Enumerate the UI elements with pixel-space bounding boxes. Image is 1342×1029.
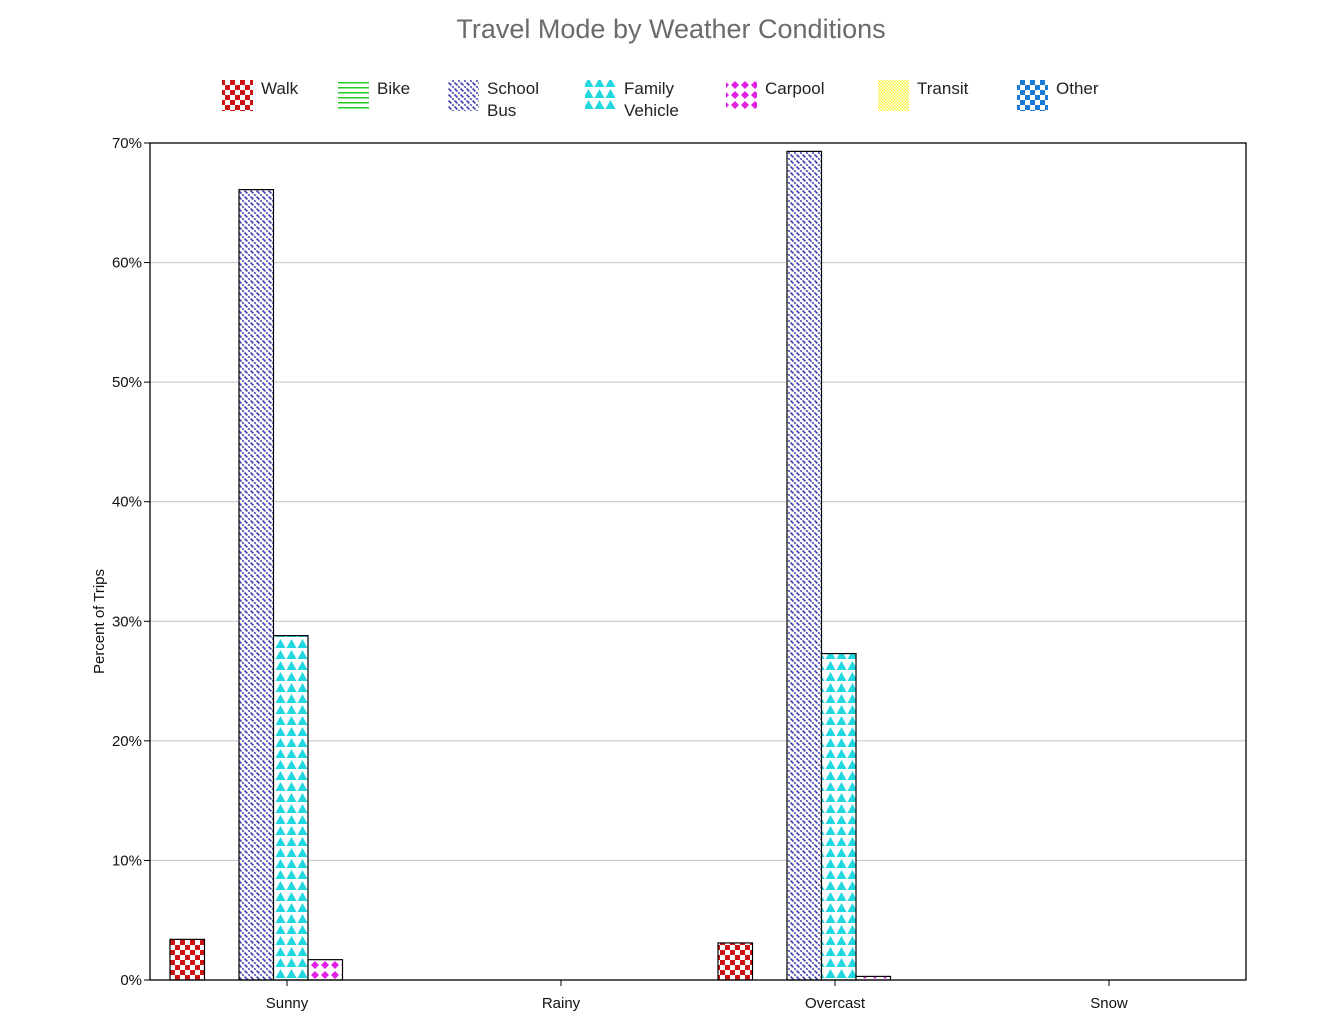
y-tick-label: 10%: [112, 852, 142, 869]
bar-school-bus-overcast: [786, 150, 823, 981]
legend-swatch-walk: [222, 80, 253, 111]
legend-swatch-transit: [878, 80, 909, 111]
legend-label-family-vehicle: Family Vehicle: [624, 79, 679, 120]
legend-label-walk: Walk: [261, 79, 299, 98]
x-tick-label: Snow: [1090, 995, 1128, 1012]
bar-walk-sunny: [169, 938, 206, 981]
bars: [169, 150, 892, 981]
legend-swatch-carpool: [726, 80, 757, 111]
bar-family-vehicle-overcast: [820, 652, 857, 981]
legend-label-school-bus: School Bus: [487, 79, 539, 120]
bar-walk-overcast: [717, 942, 754, 981]
x-tick-label: Sunny: [266, 995, 309, 1012]
y-tick-label: 30%: [112, 613, 142, 630]
y-tick-label: 60%: [112, 255, 142, 272]
legend-swatch-school-bus: [448, 80, 479, 111]
y-tick-label: 0%: [120, 972, 142, 989]
legend-label-bike: Bike: [377, 79, 410, 98]
legend: Walk Bike School Bus Family Vehicle Carpool Tra…: [222, 79, 1099, 120]
legend-label-transit: Transit: [917, 79, 969, 98]
legend-swatch-other: [1017, 80, 1048, 111]
y-axis: 0% 10% 20% 30% 40% 50% 60% 70%: [112, 135, 150, 989]
x-tick-label: Rainy: [542, 995, 581, 1012]
legend-label-other: Other: [1056, 79, 1099, 98]
y-tick-label: 20%: [112, 733, 142, 750]
legend-swatch-bike: [338, 80, 369, 111]
legend-label-carpool: Carpool: [765, 79, 825, 98]
legend-swatch-family-vehicle: [585, 80, 616, 111]
plot-frame: [149, 142, 1247, 981]
x-axis: Sunny Rainy Overcast Snow: [266, 980, 1128, 1012]
bar-family-vehicle-sunny: [272, 635, 309, 981]
bar-school-bus-sunny: [238, 189, 275, 981]
y-tick-label: 70%: [112, 135, 142, 152]
chart-title: Travel Mode by Weather Conditions: [456, 14, 886, 44]
y-tick-label: 50%: [112, 374, 142, 391]
y-axis-title: Percent of Trips: [91, 569, 108, 674]
gridlines: [150, 262, 1246, 861]
x-tick-label: Overcast: [805, 995, 866, 1012]
bar-carpool-sunny: [307, 959, 344, 981]
y-tick-label: 40%: [112, 494, 142, 511]
